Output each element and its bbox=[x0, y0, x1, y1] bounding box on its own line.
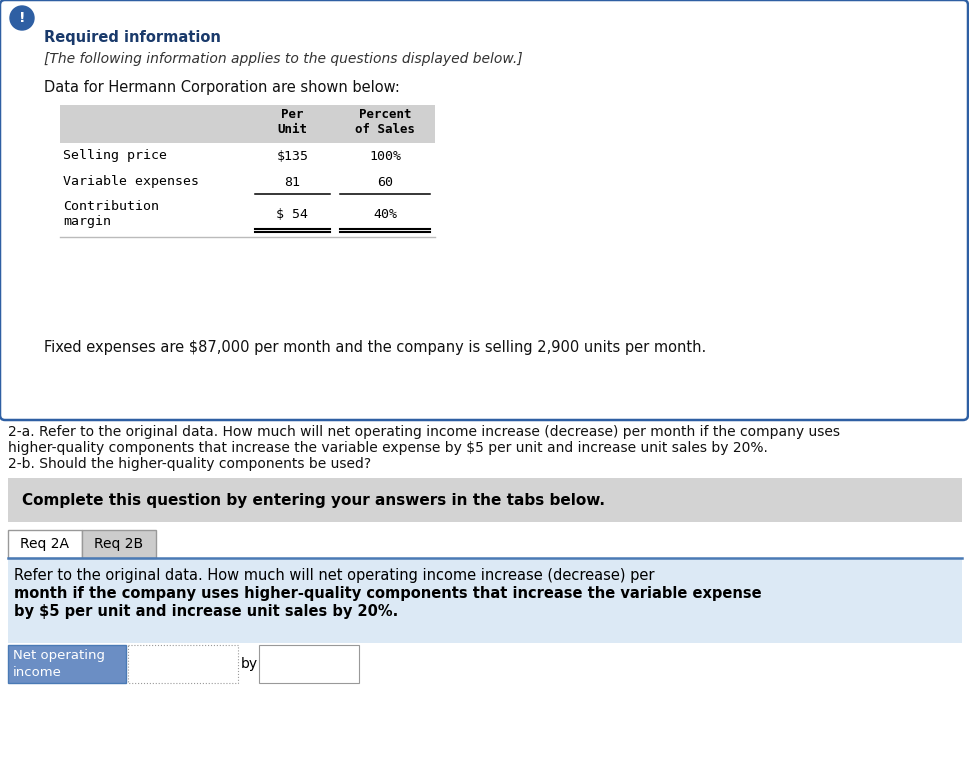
Text: Complete this question by entering your answers in the tabs below.: Complete this question by entering your … bbox=[22, 493, 605, 508]
Text: 81: 81 bbox=[284, 175, 300, 188]
Text: Selling price: Selling price bbox=[63, 149, 167, 163]
Text: Refer to the original data. How much will net operating income increase (decreas: Refer to the original data. How much wil… bbox=[14, 568, 654, 583]
Text: 2-a. Refer to the original data. How much will net operating income increase (de: 2-a. Refer to the original data. How muc… bbox=[8, 425, 839, 439]
Text: Req 2A: Req 2A bbox=[20, 537, 70, 551]
FancyBboxPatch shape bbox=[60, 169, 434, 195]
Text: Per
Unit: Per Unit bbox=[277, 108, 307, 136]
Text: [The following information applies to the questions displayed below.]: [The following information applies to th… bbox=[44, 52, 522, 66]
Text: Contribution
margin: Contribution margin bbox=[63, 200, 159, 228]
FancyBboxPatch shape bbox=[8, 478, 961, 522]
Text: Req 2B: Req 2B bbox=[94, 537, 143, 551]
Text: Net operating
income: Net operating income bbox=[13, 649, 105, 679]
Text: Fixed expenses are $87,000 per month and the company is selling 2,900 units per : Fixed expenses are $87,000 per month and… bbox=[44, 340, 705, 355]
Text: $ 54: $ 54 bbox=[276, 207, 308, 221]
Text: Percent
of Sales: Percent of Sales bbox=[355, 108, 415, 136]
Text: by: by bbox=[240, 657, 258, 671]
Text: Data for Hermann Corporation are shown below:: Data for Hermann Corporation are shown b… bbox=[44, 80, 399, 95]
Text: 60: 60 bbox=[377, 175, 392, 188]
FancyBboxPatch shape bbox=[60, 143, 434, 169]
Text: higher-quality components that increase the variable expense by $5 per unit and : higher-quality components that increase … bbox=[8, 441, 767, 455]
Text: Required information: Required information bbox=[44, 30, 221, 45]
FancyBboxPatch shape bbox=[128, 645, 237, 683]
FancyBboxPatch shape bbox=[82, 530, 156, 558]
Text: !: ! bbox=[18, 11, 25, 25]
FancyBboxPatch shape bbox=[8, 530, 82, 558]
FancyBboxPatch shape bbox=[60, 105, 434, 143]
FancyBboxPatch shape bbox=[8, 645, 126, 683]
Text: month if the company uses higher-quality components that increase the variable e: month if the company uses higher-quality… bbox=[14, 586, 761, 601]
Text: 100%: 100% bbox=[368, 149, 400, 163]
Circle shape bbox=[10, 6, 34, 30]
Text: 40%: 40% bbox=[373, 207, 396, 221]
Text: Variable expenses: Variable expenses bbox=[63, 175, 199, 188]
Text: $135: $135 bbox=[276, 149, 308, 163]
FancyBboxPatch shape bbox=[0, 0, 967, 420]
Text: by $5 per unit and increase unit sales by 20%.: by $5 per unit and increase unit sales b… bbox=[14, 604, 398, 619]
FancyBboxPatch shape bbox=[60, 195, 434, 233]
Text: 2-b. Should the higher-quality components be used?: 2-b. Should the higher-quality component… bbox=[8, 457, 371, 471]
FancyBboxPatch shape bbox=[259, 645, 359, 683]
FancyBboxPatch shape bbox=[8, 558, 961, 643]
